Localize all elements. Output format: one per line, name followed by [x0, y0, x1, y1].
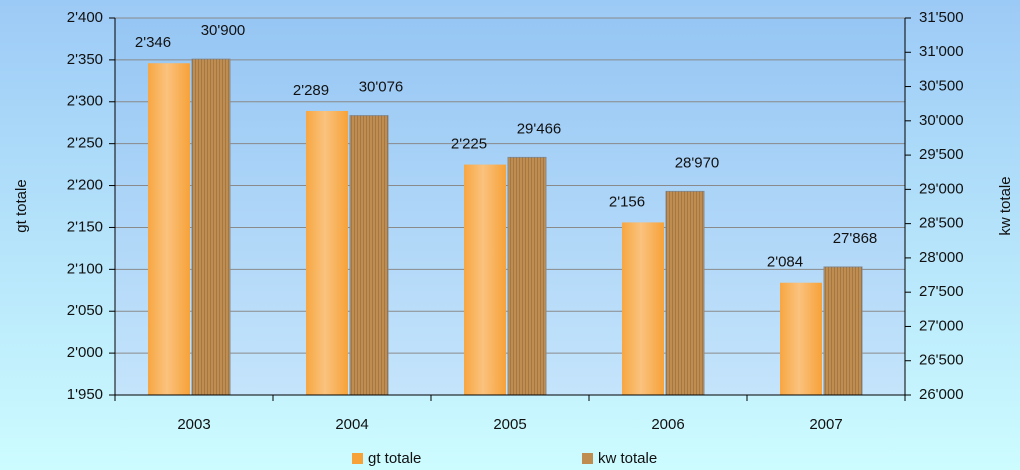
y-tick-label: 2'050: [67, 302, 103, 319]
legend-swatch: [582, 453, 593, 464]
data-label: 2'346: [135, 34, 171, 51]
y-tick-label: 2'250: [67, 135, 103, 152]
bar-texture: [780, 282, 822, 395]
legend-label: gt totale: [368, 450, 421, 467]
data-label: 27'868: [833, 230, 878, 247]
y2-tick-label: 27'500: [919, 283, 964, 300]
data-label: 28'970: [675, 154, 720, 171]
y-tick-label: 2'350: [67, 51, 103, 68]
legend-label: kw totale: [598, 450, 657, 467]
y-tick-label: 1'950: [67, 386, 103, 403]
y2-tick-label: 30'000: [919, 112, 964, 129]
y2-tick-label: 27'000: [919, 317, 964, 334]
bar-texture: [666, 191, 704, 395]
y-axis-label: gt totale: [13, 179, 30, 232]
x-tick-label: 2003: [177, 416, 210, 433]
bar-texture: [508, 157, 546, 395]
data-label: 2'289: [293, 82, 329, 99]
bar-texture: [464, 164, 506, 395]
bar-texture: [306, 110, 348, 395]
x-tick-label: 2006: [651, 416, 684, 433]
y2-tick-label: 31'500: [919, 9, 964, 26]
bar-texture: [350, 115, 388, 395]
data-label: 30'076: [359, 79, 404, 96]
bar-texture: [824, 266, 862, 395]
y2-tick-label: 26'500: [919, 352, 964, 369]
x-tick-label: 2004: [335, 416, 368, 433]
y2-tick-label: 28'500: [919, 215, 964, 232]
y2-tick-label: 26'000: [919, 386, 964, 403]
legend-swatch: [352, 453, 363, 464]
y2-tick-label: 29'500: [919, 146, 964, 163]
y2-tick-label: 29'000: [919, 180, 964, 197]
x-tick-label: 2005: [493, 416, 526, 433]
y2-tick-label: 30'500: [919, 78, 964, 95]
y-tick-label: 2'000: [67, 344, 103, 361]
data-label: 30'900: [201, 22, 246, 39]
bar-texture: [148, 63, 190, 396]
y-tick-label: 2'400: [67, 9, 103, 26]
data-label: 2'084: [767, 254, 803, 271]
y2-tick-label: 31'000: [919, 43, 964, 60]
y-tick-label: 2'300: [67, 93, 103, 110]
y-tick-label: 2'100: [67, 260, 103, 277]
x-tick-label: 2007: [809, 416, 842, 433]
bar-texture: [622, 222, 664, 395]
data-label: 2'225: [451, 136, 487, 153]
y-tick-label: 2'150: [67, 218, 103, 235]
data-label: 29'466: [517, 120, 562, 137]
y2-tick-label: 28'000: [919, 249, 964, 266]
y-tick-label: 2'200: [67, 177, 103, 194]
bar-texture: [192, 59, 230, 396]
data-label: 2'156: [609, 193, 645, 210]
y2-axis-label: kw totale: [997, 176, 1014, 235]
